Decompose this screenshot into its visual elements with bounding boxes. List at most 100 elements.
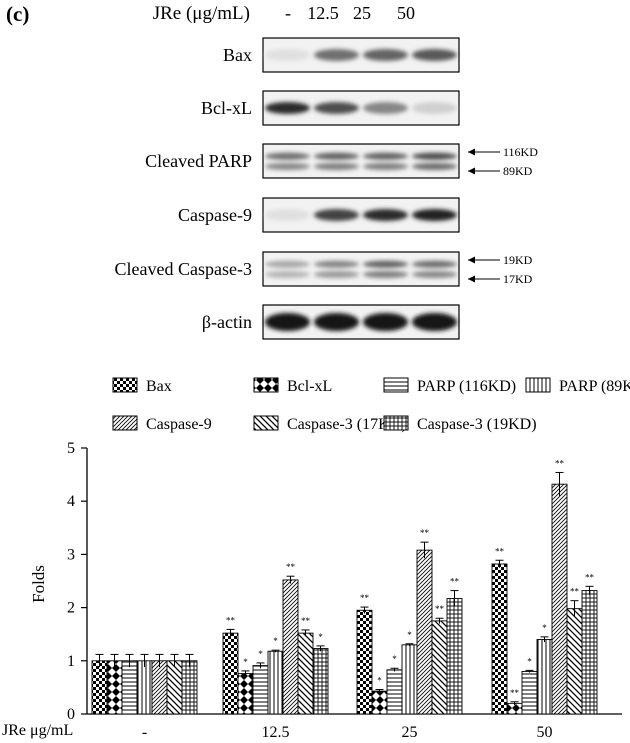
significance-mark: ** <box>450 577 460 587</box>
significance-mark: ** <box>301 616 311 626</box>
blot-row-label: Cleaved Caspase-3 <box>115 259 252 279</box>
significance-mark: * <box>258 649 263 659</box>
bar <box>491 563 508 715</box>
bar-chart: Bax Bcl-xL PARP (116KD) PARP (89KD) Caspase-… <box>2 377 630 741</box>
legend-swatch <box>525 377 551 393</box>
blot-band <box>264 162 311 171</box>
western-blot: JRe (μg/mL) -12.5 25 50 Bax Bcl-xL Cleaved P… <box>115 3 538 340</box>
legend-label: Bax <box>146 378 172 395</box>
bar <box>252 665 269 715</box>
marker-arrowhead <box>468 167 475 175</box>
legend-item: PARP (116KD) <box>383 377 516 395</box>
marker-arrowhead <box>468 256 475 264</box>
marker-arrowhead <box>468 148 475 156</box>
marker-arrowhead <box>468 275 475 283</box>
significance-mark: ** <box>495 546 505 556</box>
blot-band <box>264 102 311 114</box>
blot-dose-label: 25 <box>353 3 371 23</box>
blot-rows: Bax Bcl-xL Cleaved PARP 116KD 89KD Caspase-9 C… <box>115 37 538 340</box>
blot-dose-label: - <box>285 3 291 23</box>
legend-swatch <box>383 377 409 393</box>
bar <box>151 660 168 715</box>
blot-row-label: Cleaved PARP <box>145 151 252 171</box>
blot-band <box>313 209 360 221</box>
marker-label: 17KD <box>503 272 533 286</box>
significance-mark: ** <box>360 593 370 603</box>
blot-band <box>411 152 458 160</box>
legend-item: Bcl-xL <box>253 377 332 395</box>
legend-swatch <box>112 377 138 393</box>
blot-row: β-actin <box>202 304 460 340</box>
y-tick-label: 1 <box>67 653 75 670</box>
x-tick-label: - <box>142 724 147 741</box>
x-tick-label: 25 <box>402 724 418 741</box>
blot-band <box>362 270 409 279</box>
y-axis-label: Folds <box>29 565 48 603</box>
bar <box>166 660 183 715</box>
panel-label: (c) <box>6 2 29 26</box>
blot-band <box>411 270 458 279</box>
bar <box>106 660 123 715</box>
x-tick-label: 12.5 <box>262 724 290 741</box>
bar <box>237 673 254 715</box>
legend-label: Caspase-3 (17KD) <box>287 416 407 433</box>
significance-mark: ** <box>570 587 580 597</box>
significance-mark: * <box>318 632 323 642</box>
bar <box>416 549 433 715</box>
x-axis: - 12.5 25 50 <box>87 713 622 741</box>
blot-dose-label: 12.5 <box>307 3 339 23</box>
legend-item: Caspase-9 <box>112 415 212 433</box>
legend-item: Caspase-3 (17KD) <box>253 415 407 433</box>
legend-swatch <box>253 415 279 431</box>
significance-mark: ** <box>555 458 565 468</box>
bar <box>181 660 198 715</box>
blot-band <box>264 152 311 160</box>
bar <box>386 669 403 715</box>
bar <box>521 670 538 715</box>
bar <box>401 644 418 715</box>
blot-dose-labels: -12.5 25 50 <box>285 3 415 23</box>
bar <box>282 579 299 715</box>
bar <box>267 650 284 715</box>
blot-band <box>313 260 360 268</box>
bar <box>91 660 108 715</box>
legend-item: PARP (89KD) <box>525 377 630 395</box>
blot-band <box>411 260 458 268</box>
blot-dose-label: 50 <box>397 3 415 23</box>
blot-band <box>362 49 409 61</box>
legend-swatch <box>112 415 138 431</box>
significance-mark: ** <box>226 615 236 625</box>
significance-mark: ** <box>435 604 445 614</box>
blot-row: Cleaved PARP 116KD 89KD <box>145 143 538 179</box>
bar <box>356 609 373 715</box>
blot-band <box>411 162 458 171</box>
bar <box>121 660 138 715</box>
significance-mark: * <box>392 654 397 664</box>
blot-band <box>264 270 311 279</box>
y-tick-label: 5 <box>67 440 75 457</box>
legend-label: Bcl-xL <box>287 378 332 395</box>
marker-label: 89KD <box>503 164 533 178</box>
blot-band <box>264 49 311 61</box>
blot-row-label: Bax <box>223 45 252 65</box>
bar <box>431 620 448 715</box>
blot-band <box>411 209 458 221</box>
blot-row-label: Caspase-9 <box>178 205 252 225</box>
blot-row: Bcl-xL <box>201 90 460 126</box>
blot-band <box>362 313 409 331</box>
bar <box>297 632 314 715</box>
blot-band <box>362 152 409 160</box>
significance-mark: * <box>407 630 412 640</box>
significance-mark: ** <box>286 562 296 572</box>
blot-band <box>313 102 360 114</box>
blot-band <box>411 102 458 114</box>
blot-band <box>313 152 360 160</box>
blot-band <box>362 102 409 114</box>
blot-band <box>313 313 360 331</box>
blot-membrane <box>262 251 460 287</box>
y-tick-label: 3 <box>67 546 75 563</box>
marker-label: 116KD <box>503 145 538 159</box>
blot-row: Bax <box>223 37 460 73</box>
legend-item: Bax <box>112 377 172 395</box>
